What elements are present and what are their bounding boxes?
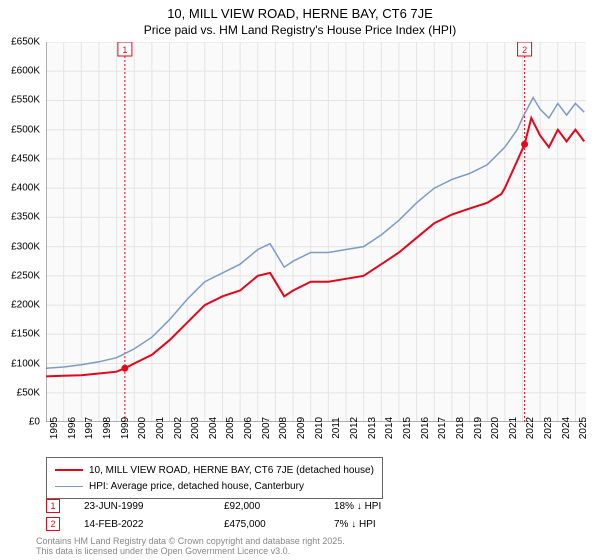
x-tick-label: 2020 (490, 417, 501, 439)
y-tick-label: £400K (11, 183, 40, 194)
y-tick-label: £600K (11, 66, 40, 77)
y-tick-label: £650K (11, 37, 40, 48)
chart-svg: 12 (46, 42, 586, 422)
y-tick-label: £0 (29, 417, 40, 428)
title-block: 10, MILL VIEW ROAD, HERNE BAY, CT6 7JE P… (0, 0, 600, 37)
x-tick-label: 2023 (543, 417, 554, 439)
y-tick-label: £350K (11, 212, 40, 223)
legend-swatch (55, 486, 83, 487)
x-tick-label: 2024 (561, 417, 572, 439)
x-tick-label: 2021 (508, 417, 519, 439)
sale-row: 1 23-JUN-1999£92,00018% ↓ HPI (46, 497, 394, 515)
legend-item: HPI: Average price, detached house, Cant… (55, 478, 374, 494)
legend-swatch (55, 469, 83, 471)
x-tick-label: 2019 (473, 417, 484, 439)
y-tick-label: £550K (11, 95, 40, 106)
y-tick-label: £100K (11, 358, 40, 369)
sale-row: 2 14-FEB-2022£475,0007% ↓ HPI (46, 515, 394, 533)
plot-area: 12 (46, 42, 586, 422)
y-tick-label: £250K (11, 270, 40, 281)
svg-text:1: 1 (122, 45, 127, 55)
attribution-line2: This data is licensed under the Open Gov… (36, 546, 345, 556)
sale-diff: 7% ↓ HPI (334, 519, 394, 530)
sale-marker-box: 1 (46, 499, 60, 513)
x-tick-label: 2009 (296, 417, 307, 439)
sale-marker-box: 2 (46, 517, 60, 531)
x-tick-label: 1998 (102, 417, 113, 439)
y-tick-label: £50K (17, 387, 40, 398)
x-tick-label: 2010 (314, 417, 325, 439)
x-tick-label: 2016 (420, 417, 431, 439)
x-tick-label: 1995 (49, 417, 60, 439)
x-tick-label: 1999 (120, 417, 131, 439)
x-tick-label: 2013 (367, 417, 378, 439)
legend-label: HPI: Average price, detached house, Cant… (89, 481, 304, 492)
x-tick-label: 1996 (67, 417, 78, 439)
sale-date: 14-FEB-2022 (84, 519, 224, 530)
chart-container: 10, MILL VIEW ROAD, HERNE BAY, CT6 7JE P… (0, 0, 600, 560)
x-tick-label: 2018 (455, 417, 466, 439)
x-tick-label: 2008 (278, 417, 289, 439)
sale-date: 23-JUN-1999 (84, 501, 224, 512)
sale-price: £475,000 (224, 519, 334, 530)
x-tick-label: 1997 (84, 417, 95, 439)
x-tick-label: 2011 (331, 417, 342, 439)
x-tick-label: 2015 (402, 417, 413, 439)
y-tick-label: £200K (11, 300, 40, 311)
x-axis-labels: 1995199619971998199920002001200220032004… (46, 424, 586, 454)
y-axis-labels: £0£50K£100K£150K£200K£250K£300K£350K£400… (0, 42, 44, 422)
x-tick-label: 2001 (155, 417, 166, 439)
x-tick-label: 2006 (243, 417, 254, 439)
legend-label: 10, MILL VIEW ROAD, HERNE BAY, CT6 7JE (… (89, 465, 374, 476)
legend-box: 10, MILL VIEW ROAD, HERNE BAY, CT6 7JE (… (46, 457, 383, 499)
svg-text:2: 2 (522, 45, 527, 55)
title-sub: Price paid vs. HM Land Registry's House … (0, 23, 600, 37)
y-tick-label: £150K (11, 329, 40, 340)
x-tick-label: 2004 (208, 417, 219, 439)
sale-diff: 18% ↓ HPI (334, 501, 394, 512)
x-tick-label: 2003 (190, 417, 201, 439)
x-tick-label: 2005 (225, 417, 236, 439)
sale-price: £92,000 (224, 501, 334, 512)
x-tick-label: 2017 (437, 417, 448, 439)
x-tick-label: 2025 (578, 417, 589, 439)
x-tick-label: 2012 (349, 417, 360, 439)
x-tick-label: 2007 (261, 417, 272, 439)
x-tick-label: 2014 (384, 417, 395, 439)
sales-table: 1 23-JUN-1999£92,00018% ↓ HPI 2 14-FEB-2022… (46, 497, 394, 533)
x-tick-label: 2022 (525, 417, 536, 439)
title-main: 10, MILL VIEW ROAD, HERNE BAY, CT6 7JE (0, 6, 600, 21)
y-tick-label: £300K (11, 241, 40, 252)
y-tick-label: £450K (11, 153, 40, 164)
legend-item: 10, MILL VIEW ROAD, HERNE BAY, CT6 7JE (… (55, 462, 374, 478)
x-tick-label: 2002 (173, 417, 184, 439)
y-tick-label: £500K (11, 124, 40, 135)
x-tick-label: 2000 (137, 417, 148, 439)
attribution-line1: Contains HM Land Registry data © Crown c… (36, 536, 345, 546)
attribution: Contains HM Land Registry data © Crown c… (36, 536, 345, 557)
